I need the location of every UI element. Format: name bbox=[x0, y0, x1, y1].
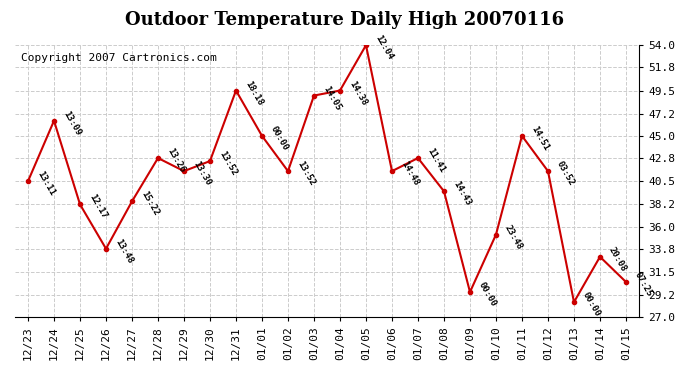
Text: 13:11: 13:11 bbox=[35, 170, 56, 198]
Text: 12:17: 12:17 bbox=[87, 193, 108, 221]
Text: 13:09: 13:09 bbox=[61, 110, 82, 137]
Text: 03:52: 03:52 bbox=[555, 160, 576, 188]
Text: 00:00: 00:00 bbox=[477, 280, 498, 308]
Text: 14:48: 14:48 bbox=[399, 160, 420, 188]
Text: 00:00: 00:00 bbox=[269, 124, 290, 152]
Text: 12:04: 12:04 bbox=[373, 34, 394, 62]
Text: 13:52: 13:52 bbox=[295, 160, 316, 188]
Text: Outdoor Temperature Daily High 20070116: Outdoor Temperature Daily High 20070116 bbox=[126, 11, 564, 29]
Text: 20:08: 20:08 bbox=[607, 245, 628, 273]
Text: 13:30: 13:30 bbox=[191, 160, 212, 188]
Text: 00:00: 00:00 bbox=[581, 291, 602, 318]
Text: 23:48: 23:48 bbox=[503, 223, 524, 251]
Text: 14:38: 14:38 bbox=[347, 79, 368, 107]
Text: 14:51: 14:51 bbox=[529, 124, 550, 152]
Text: 13:48: 13:48 bbox=[113, 237, 134, 265]
Text: 14:05: 14:05 bbox=[321, 84, 342, 112]
Text: 15:22: 15:22 bbox=[139, 190, 160, 218]
Text: Copyright 2007 Cartronics.com: Copyright 2007 Cartronics.com bbox=[21, 53, 217, 63]
Text: 07:25: 07:25 bbox=[633, 270, 654, 298]
Text: 11:41: 11:41 bbox=[425, 147, 446, 174]
Text: 18:18: 18:18 bbox=[243, 79, 264, 107]
Text: 14:43: 14:43 bbox=[451, 180, 472, 208]
Text: 13:52: 13:52 bbox=[217, 150, 238, 177]
Text: 13:26: 13:26 bbox=[165, 147, 186, 174]
